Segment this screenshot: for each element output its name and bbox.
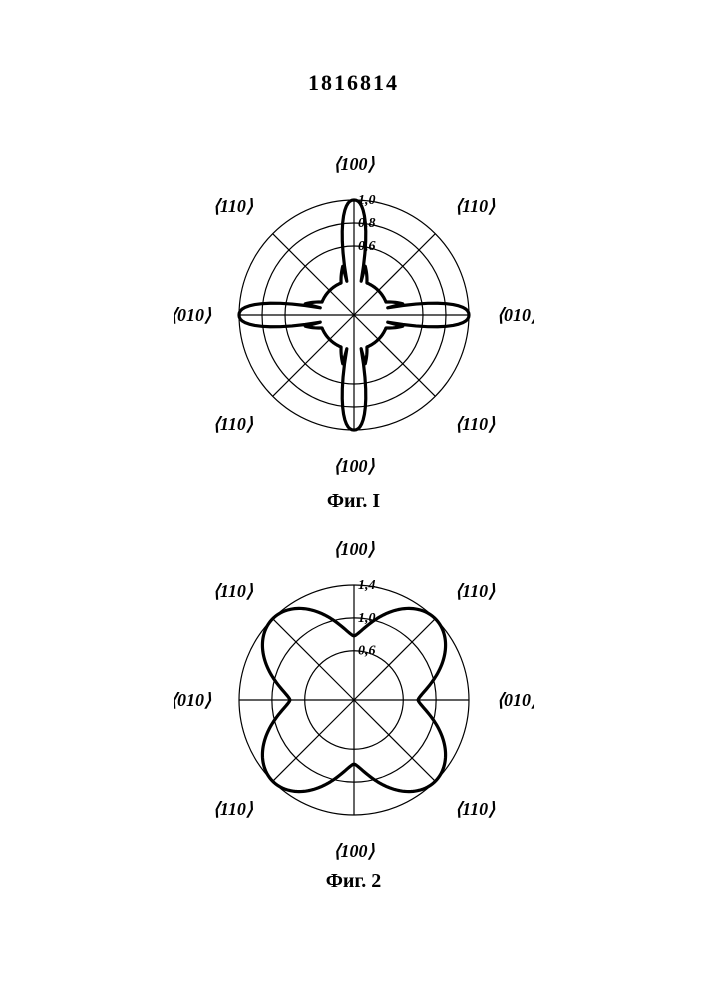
page-number: 1816814: [0, 70, 707, 96]
figure-1-caption: Фиг. I: [0, 490, 707, 513]
svg-text:⟨110⟩: ⟨110⟩: [212, 799, 253, 819]
svg-text:⟨100⟩: ⟨100⟩: [333, 539, 375, 559]
figure-2-caption: Фиг. 2: [0, 870, 707, 893]
svg-text:⟨010⟩: ⟨010⟩: [174, 690, 212, 710]
svg-text:⟨110⟩: ⟨110⟩: [455, 196, 496, 216]
svg-text:⟨010⟩: ⟨010⟩: [497, 305, 534, 325]
svg-text:1,0: 1,0: [358, 611, 376, 626]
svg-text:⟨110⟩: ⟨110⟩: [212, 414, 253, 434]
polar-diagram-2: 0,6 1,0 1,4 ⟨100⟩ ⟨110⟩ ⟨010⟩ ⟨110⟩ ⟨100⟩ ⟨110⟩ ⟨…: [174, 530, 534, 870]
svg-text:⟨110⟩: ⟨110⟩: [455, 414, 496, 434]
svg-text:1,4: 1,4: [358, 578, 376, 593]
svg-text:⟨010⟩: ⟨010⟩: [174, 305, 212, 325]
figure-1: 0,60,81,0⟨100⟩⟨110⟩⟨010⟩⟨110⟩⟨100⟩⟨110⟩⟨…: [0, 145, 707, 505]
polar-diagram-1: 0,60,81,0⟨100⟩⟨110⟩⟨010⟩⟨110⟩⟨100⟩⟨110⟩⟨…: [174, 145, 534, 485]
svg-text:⟨110⟩: ⟨110⟩: [212, 196, 253, 216]
svg-text:0,6: 0,6: [358, 644, 376, 659]
svg-text:⟨110⟩: ⟨110⟩: [455, 799, 496, 819]
figure-2: 0,6 1,0 1,4 ⟨100⟩ ⟨110⟩ ⟨010⟩ ⟨110⟩ ⟨100⟩ ⟨110⟩ ⟨…: [0, 530, 707, 890]
svg-text:⟨100⟩: ⟨100⟩: [333, 456, 375, 476]
svg-text:⟨110⟩: ⟨110⟩: [455, 581, 496, 601]
svg-text:⟨100⟩: ⟨100⟩: [333, 841, 375, 861]
svg-text:⟨010⟩: ⟨010⟩: [497, 690, 534, 710]
svg-text:⟨100⟩: ⟨100⟩: [333, 154, 375, 174]
svg-text:⟨110⟩: ⟨110⟩: [212, 581, 253, 601]
